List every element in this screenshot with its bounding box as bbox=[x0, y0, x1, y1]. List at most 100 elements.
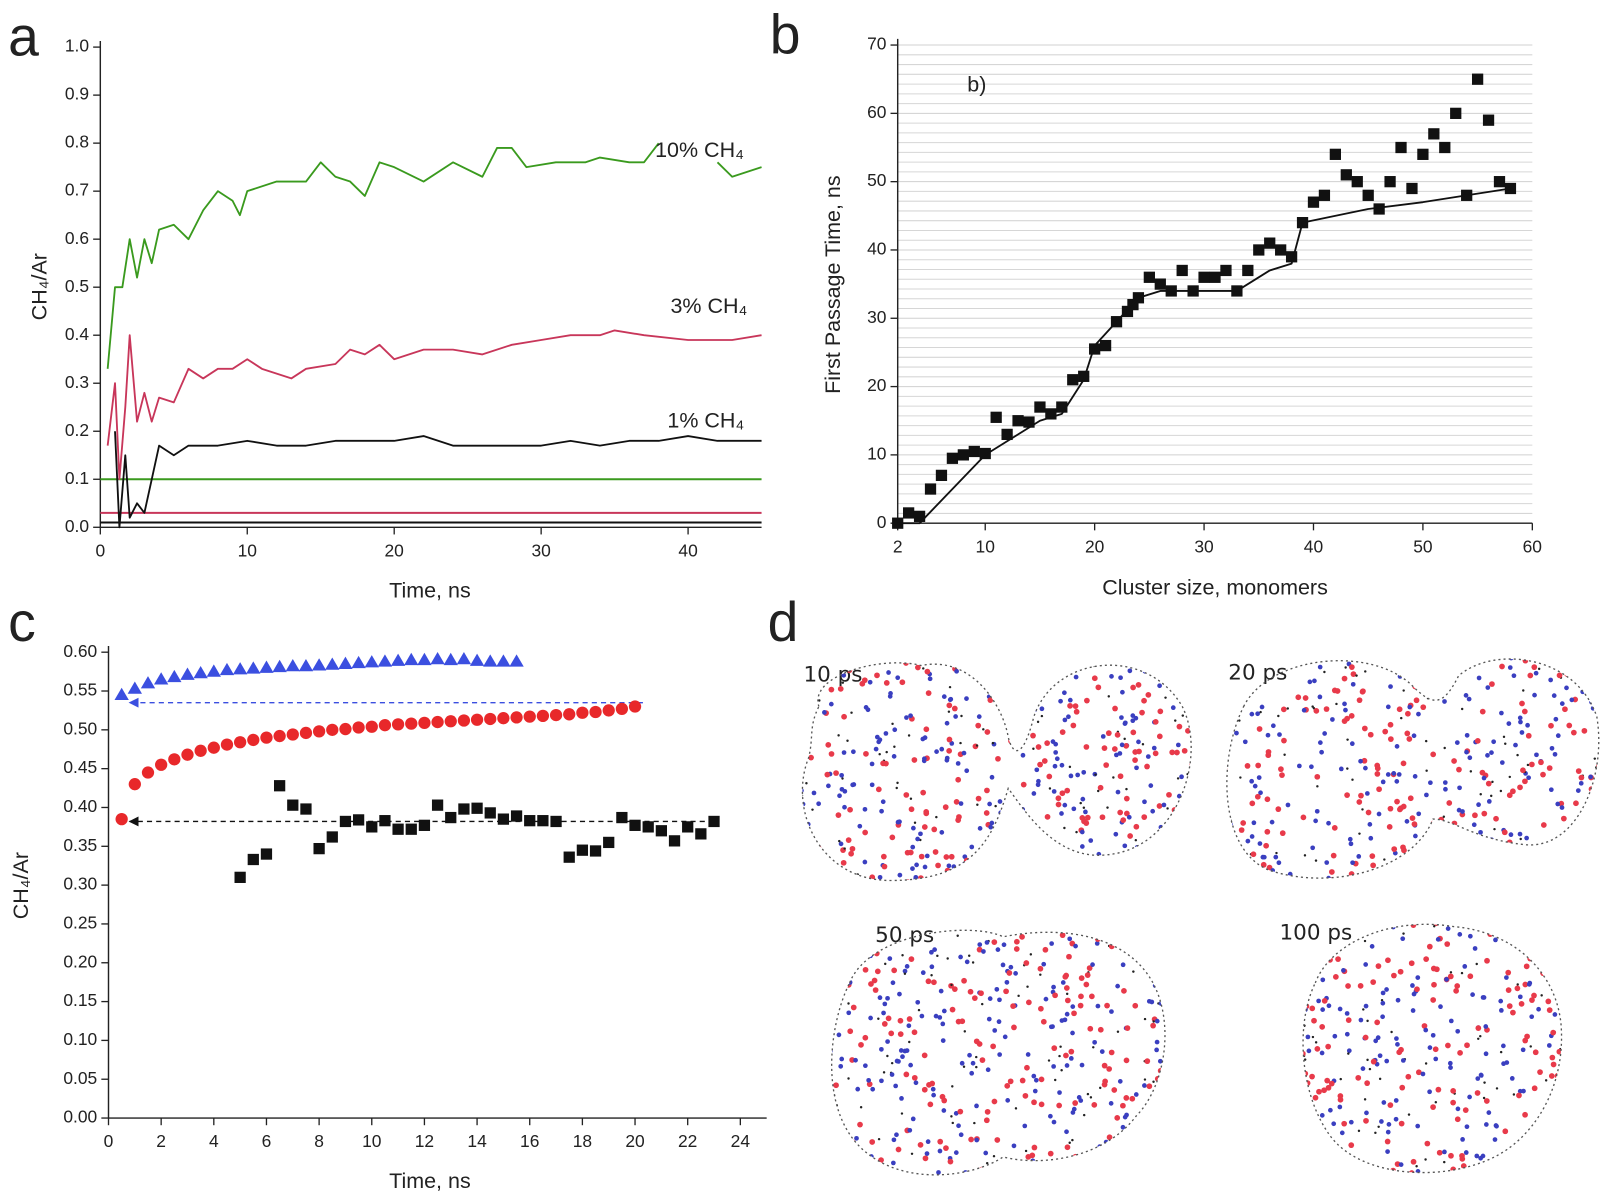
methane-molecule bbox=[895, 675, 901, 681]
methane-molecule bbox=[879, 1078, 884, 1084]
methane-molecule bbox=[1166, 1037, 1171, 1042]
argon-atom bbox=[1546, 1007, 1553, 1013]
methane-molecule bbox=[1379, 1119, 1384, 1124]
hydrogen-atom bbox=[1522, 847, 1526, 850]
argon-atom bbox=[1454, 1116, 1461, 1123]
argon-atom bbox=[1345, 644, 1351, 650]
methane-molecule bbox=[1053, 741, 1059, 747]
methane-molecule bbox=[894, 1058, 900, 1064]
argon-atom bbox=[1322, 1159, 1328, 1166]
methane-molecule bbox=[1109, 646, 1114, 651]
argon-atom bbox=[826, 871, 832, 878]
methane-molecule bbox=[1507, 866, 1513, 871]
argon-atom bbox=[1038, 1005, 1044, 1012]
argon-atom bbox=[1147, 930, 1153, 931]
methane-molecule bbox=[1395, 1042, 1400, 1047]
methane-molecule bbox=[1385, 704, 1391, 710]
argon-atom bbox=[1122, 932, 1128, 939]
argon-atom bbox=[1415, 1069, 1422, 1076]
methane-molecule bbox=[992, 1028, 998, 1033]
methane-molecule bbox=[1081, 769, 1087, 775]
methane-molecule bbox=[1548, 677, 1554, 683]
x-tick-label: 2 bbox=[156, 1131, 166, 1151]
circle-marker bbox=[128, 778, 141, 791]
hydrogen-atom bbox=[1380, 998, 1384, 1002]
methane-molecule bbox=[977, 942, 983, 947]
methane-molecule bbox=[1322, 731, 1328, 736]
argon-atom bbox=[1397, 968, 1404, 975]
argon-atom bbox=[1351, 1168, 1358, 1173]
snapshot-particles bbox=[831, 930, 1171, 1185]
x-tick-label: 40 bbox=[678, 540, 697, 560]
methane-molecule bbox=[1019, 1166, 1024, 1172]
argon-atom bbox=[1559, 853, 1566, 859]
square-marker bbox=[1417, 148, 1429, 160]
argon-atom bbox=[1448, 1152, 1454, 1159]
argon-atom bbox=[1399, 1084, 1406, 1091]
hydrogen-atom bbox=[975, 744, 979, 747]
hydrogen-atom bbox=[1114, 1173, 1118, 1175]
hydrogen-atom bbox=[1377, 1125, 1380, 1129]
argon-atom bbox=[1098, 876, 1105, 881]
methane-molecule bbox=[1154, 1047, 1159, 1053]
argon-atom bbox=[1435, 1086, 1442, 1093]
methane-molecule bbox=[1134, 765, 1139, 771]
methane-molecule bbox=[1489, 750, 1494, 755]
x-tick-label: 14 bbox=[467, 1131, 487, 1151]
triangle-marker bbox=[140, 676, 156, 689]
methane-molecule bbox=[1555, 993, 1561, 998]
argon-atom bbox=[1531, 1085, 1538, 1092]
methane-molecule bbox=[1385, 1129, 1391, 1135]
methane-molecule bbox=[997, 997, 1002, 1003]
methane-molecule bbox=[1088, 838, 1094, 843]
methane-molecule bbox=[1400, 1058, 1406, 1063]
methane-molecule bbox=[1358, 1017, 1364, 1023]
argon-atom bbox=[793, 827, 799, 833]
methane-molecule bbox=[1363, 765, 1368, 771]
hydrogen-atom bbox=[847, 1077, 850, 1080]
argon-atom bbox=[1264, 796, 1271, 803]
methane-molecule bbox=[1380, 1014, 1385, 1020]
argon-atom bbox=[1386, 823, 1393, 830]
hydrogen-atom bbox=[1035, 1183, 1037, 1185]
circle-marker bbox=[352, 721, 365, 734]
circle-marker bbox=[563, 708, 576, 721]
square-marker bbox=[392, 823, 404, 835]
methane-molecule bbox=[855, 1086, 861, 1092]
circle-marker bbox=[207, 741, 220, 754]
argon-atom bbox=[792, 770, 798, 776]
argon-atom bbox=[1041, 758, 1048, 764]
methane-molecule bbox=[921, 756, 927, 762]
methane-molecule bbox=[1305, 1034, 1311, 1040]
argon-atom bbox=[1474, 1090, 1481, 1096]
methane-molecule bbox=[1126, 1129, 1132, 1135]
argon-atom bbox=[1436, 873, 1443, 879]
methane-molecule bbox=[1006, 845, 1011, 851]
argon-atom bbox=[848, 850, 854, 857]
argon-atom bbox=[1332, 974, 1339, 980]
methane-molecule bbox=[1062, 802, 1068, 808]
argon-atom bbox=[1506, 792, 1513, 799]
methane-molecule bbox=[1526, 926, 1532, 932]
argon-atom bbox=[1524, 1033, 1530, 1040]
methane-molecule bbox=[1485, 885, 1490, 890]
methane-molecule bbox=[1499, 710, 1504, 716]
argon-atom bbox=[1051, 1045, 1058, 1052]
x-tick-label: 20 bbox=[625, 1131, 644, 1151]
argon-atom bbox=[827, 656, 833, 662]
argon-atom bbox=[938, 884, 944, 890]
methane-molecule bbox=[1342, 701, 1347, 707]
hydrogen-atom bbox=[896, 781, 899, 785]
argon-atom bbox=[868, 981, 874, 987]
methane-molecule bbox=[881, 1010, 886, 1016]
methane-molecule bbox=[1020, 752, 1026, 758]
argon-atom bbox=[899, 679, 906, 686]
hydrogen-atom bbox=[1152, 1080, 1155, 1083]
hydrogen-atom bbox=[901, 954, 904, 957]
hydrogen-atom bbox=[1555, 867, 1559, 870]
argon-atom bbox=[1345, 1017, 1352, 1024]
snapshot-label: 10 ps bbox=[804, 663, 863, 688]
square-marker bbox=[510, 810, 523, 822]
circle-marker bbox=[247, 733, 260, 747]
argon-atom bbox=[1548, 647, 1554, 653]
